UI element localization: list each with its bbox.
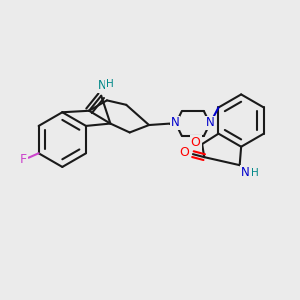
Text: O: O xyxy=(191,136,201,149)
Text: O: O xyxy=(180,146,190,159)
Text: N: N xyxy=(241,166,249,179)
Text: N: N xyxy=(171,116,179,130)
Text: F: F xyxy=(20,153,27,166)
Text: H: H xyxy=(251,169,259,178)
Text: N: N xyxy=(206,116,215,130)
Text: N: N xyxy=(98,79,106,92)
Text: H: H xyxy=(106,80,113,89)
